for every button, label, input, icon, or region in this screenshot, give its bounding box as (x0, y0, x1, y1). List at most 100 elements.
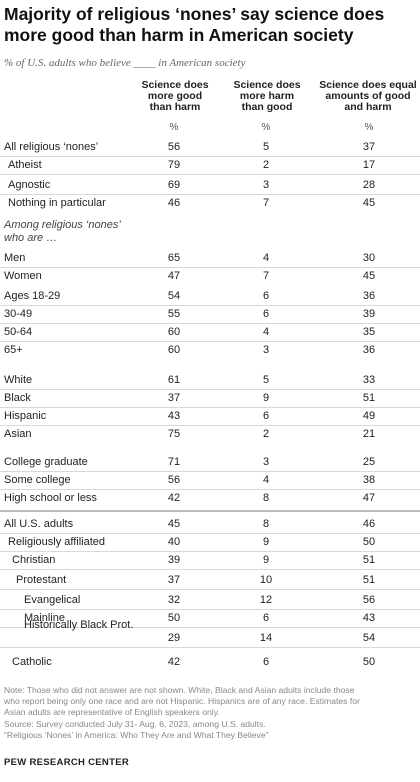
table-row: Historically Black Prot. 29 14 54 (0, 619, 420, 648)
cell-value: 42 (167, 656, 181, 668)
row-label: Religiously affiliated (8, 536, 106, 548)
cell-value: 3 (262, 179, 270, 191)
table-row: Black 37 9 51 (0, 388, 420, 408)
cell-value: 8 (262, 492, 270, 504)
table-row: Agnostic 69 3 28 (0, 175, 420, 195)
column-header-more-good: Science does more good than harm (140, 80, 210, 113)
table-row: Asian 75 2 21 (0, 424, 420, 444)
cell-value: 6 (262, 410, 270, 422)
cell-value: 56 (362, 594, 376, 606)
cell-value: 75 (167, 428, 181, 440)
row-label: White (4, 374, 33, 386)
row-label: Atheist (8, 159, 42, 171)
table-row: Mainline 50 6 43 (0, 608, 420, 628)
table-row: White 61 5 33 (0, 370, 420, 390)
cell-value: 54 (362, 632, 376, 644)
unit-label: % (364, 122, 374, 133)
cell-value: 49 (362, 410, 376, 422)
row-label: Men (4, 252, 26, 264)
cell-value: 9 (262, 536, 270, 548)
cell-value: 4 (262, 326, 270, 338)
row-label: Ages 18-29 (4, 290, 61, 302)
cell-value: 55 (167, 308, 181, 320)
row-divider (0, 533, 420, 534)
row-label: 65+ (4, 344, 23, 356)
row-label: Some college (4, 474, 71, 486)
cell-value: 50 (362, 656, 376, 668)
source-line: “Religious ‘Nones’ in America: Who They … (4, 730, 269, 740)
cell-value: 39 (362, 308, 376, 320)
table-row: Religiously affiliated 40 9 50 (0, 532, 420, 552)
table-row: Atheist 79 2 17 (0, 155, 420, 175)
chart-note: Note: Those who did not answer are not s… (4, 685, 416, 718)
pew-logo: PEW RESEARCH CENTER (4, 757, 129, 768)
chart-subtitle: % of U.S. adults who believe ____ in Ame… (4, 57, 246, 69)
row-divider (0, 305, 420, 306)
table-row: 30-49 55 6 39 (0, 304, 420, 324)
cell-value: 7 (262, 270, 270, 282)
table-row: All U.S. adults 45 8 46 (0, 514, 420, 534)
column-header-line: amounts of good (325, 90, 411, 102)
unit-label: % (261, 122, 271, 133)
cell-value: 14 (259, 632, 273, 644)
table-row: Ages 18-29 54 6 36 (0, 286, 420, 306)
row-label: Evangelical (24, 594, 81, 606)
cell-value: 69 (167, 179, 181, 191)
cell-value: 35 (362, 326, 376, 338)
row-label: 50-64 (4, 326, 33, 338)
table-row: Hispanic 43 6 49 (0, 406, 420, 426)
cell-value: 42 (167, 492, 181, 504)
table-row: High school or less 42 8 47 (0, 488, 420, 508)
row-divider (0, 609, 420, 610)
table-row: Men 65 4 30 (0, 248, 420, 268)
cell-value: 54 (167, 290, 181, 302)
row-divider (0, 425, 420, 426)
cell-value: 71 (167, 456, 181, 468)
cell-value: 10 (259, 574, 273, 586)
row-divider (0, 407, 420, 408)
cell-value: 2 (262, 159, 270, 171)
cell-value: 9 (262, 554, 270, 566)
source-line: Source: Survey conducted July 31- Aug. 6… (4, 719, 266, 729)
cell-value: 28 (362, 179, 376, 191)
cell-value: 46 (362, 518, 376, 530)
table-row: Some college 56 4 38 (0, 470, 420, 490)
cell-value: 51 (362, 554, 376, 566)
cell-value: 33 (362, 374, 376, 386)
table-row: 50-64 60 4 35 (0, 322, 420, 342)
cell-value: 43 (167, 410, 181, 422)
column-header-equal: Science does equal amounts of good and h… (316, 80, 420, 113)
cell-value: 17 (362, 159, 376, 171)
row-label: 30-49 (4, 308, 33, 320)
cell-value: 50 (167, 612, 181, 624)
cell-value: 5 (262, 141, 270, 153)
cell-value: 79 (167, 159, 181, 171)
cell-value: 30 (362, 252, 376, 264)
chart-source: Source: Survey conducted July 31- Aug. 6… (4, 719, 416, 741)
column-header-line: Science does equal (319, 79, 417, 91)
row-label: Asian (4, 428, 32, 440)
row-divider (0, 489, 420, 490)
cell-value: 39 (167, 554, 181, 566)
cell-value: 6 (262, 308, 270, 320)
cell-value: 12 (259, 594, 273, 606)
cell-value: 21 (362, 428, 376, 440)
chart-title: Majority of religious ‘nones’ say scienc… (4, 4, 385, 45)
cell-value: 4 (262, 474, 270, 486)
row-divider (0, 341, 420, 342)
cell-value: 60 (167, 326, 181, 338)
row-divider (0, 323, 420, 324)
cell-value: 51 (362, 392, 376, 404)
cell-value: 36 (362, 344, 376, 356)
table-row: College graduate 71 3 25 (0, 452, 420, 472)
row-divider (0, 471, 420, 472)
cell-value: 8 (262, 518, 270, 530)
cell-value: 38 (362, 474, 376, 486)
cell-value: 36 (362, 290, 376, 302)
row-label: Agnostic (8, 179, 51, 191)
row-label: High school or less (4, 492, 97, 504)
section-label-line: who are … (4, 232, 58, 244)
cell-value: 45 (167, 518, 181, 530)
row-label: Catholic (12, 656, 52, 668)
cell-value: 61 (167, 374, 181, 386)
